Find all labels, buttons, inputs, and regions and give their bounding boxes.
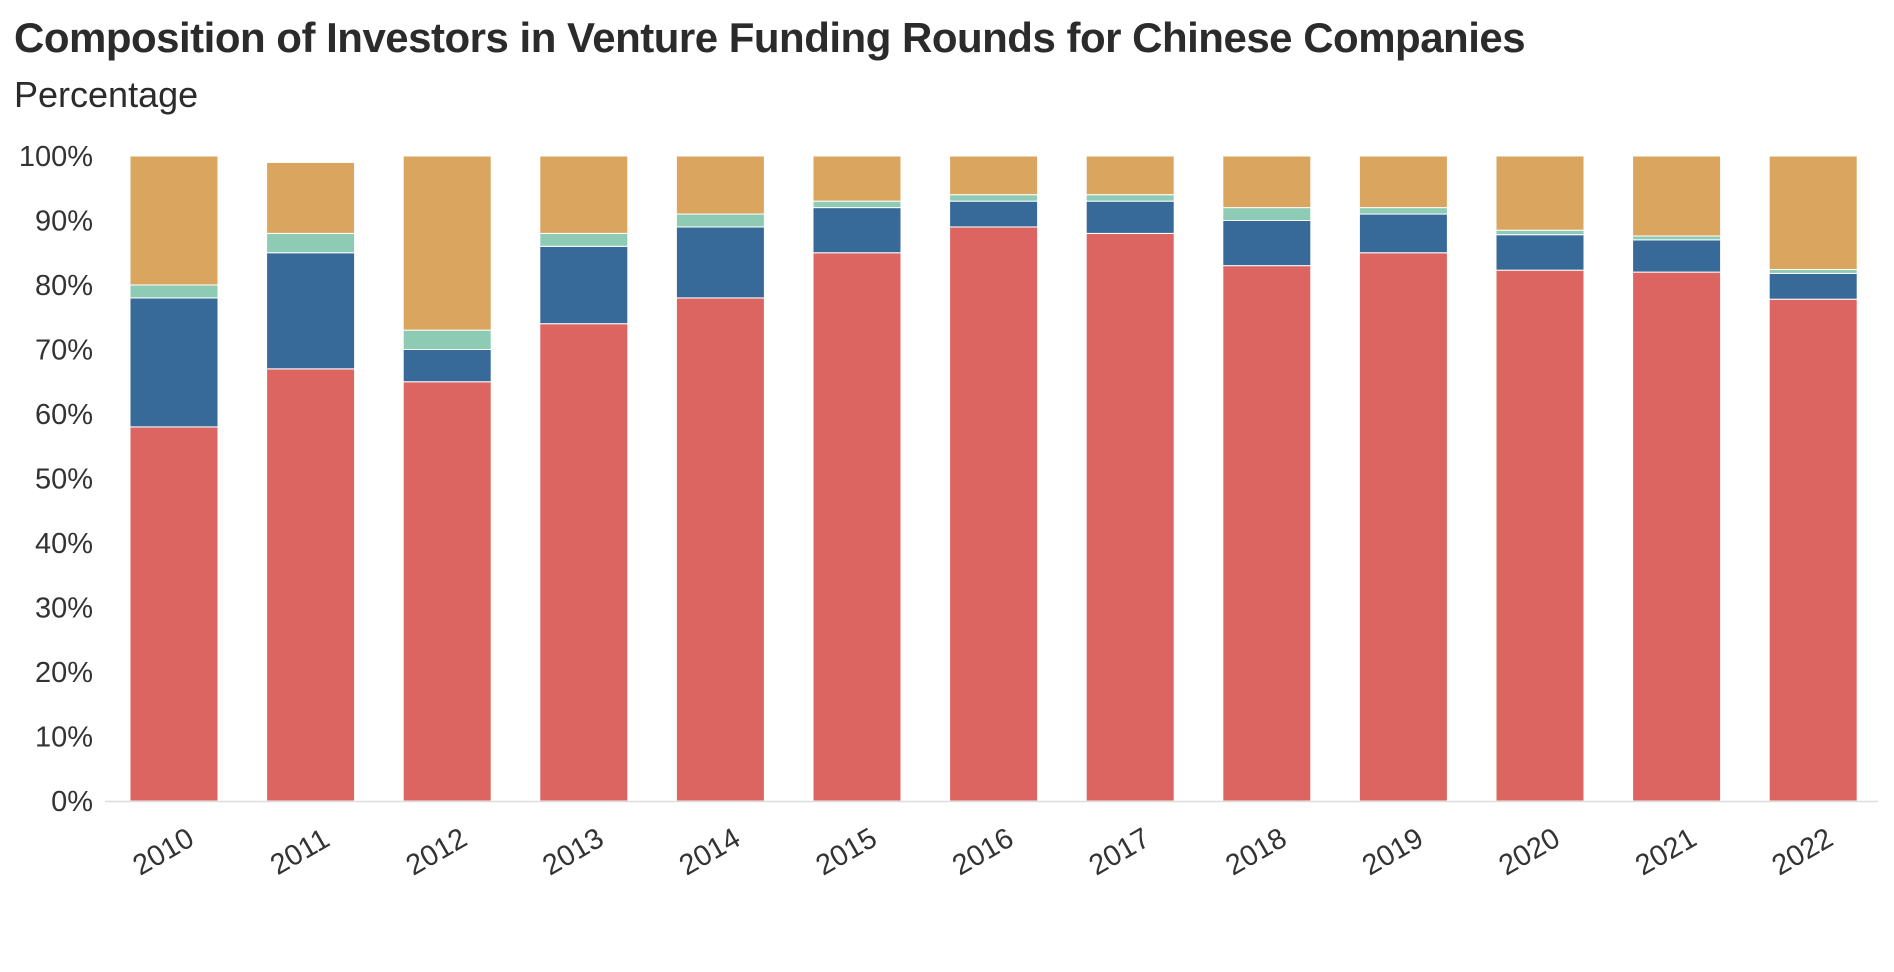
bar-segment-2013-2 [539, 232, 629, 247]
y-tick-label: 70% [35, 335, 93, 367]
bar-segment-2014-2 [675, 213, 765, 228]
x-tick-label: 2016 [947, 822, 1019, 882]
bar-segment-2020-0 [1495, 269, 1585, 802]
y-tick-label: 30% [35, 593, 93, 625]
x-tick-label: 2011 [265, 823, 335, 882]
bar-segment-2015-0 [812, 252, 902, 802]
bars-layer [129, 155, 1858, 802]
bar-segment-2015-1 [812, 207, 902, 254]
bar-segment-2022-2 [1768, 269, 1858, 274]
bar-segment-2018-2 [1222, 207, 1312, 222]
bar-segment-2016-2 [949, 194, 1039, 202]
y-tick-label: 50% [35, 464, 93, 496]
bar-segment-2017-3 [1085, 155, 1175, 196]
bar-segment-2011-3 [266, 161, 356, 234]
bar-segment-2021-3 [1632, 155, 1722, 237]
chart-title: Composition of Investors in Venture Fund… [14, 14, 1526, 61]
bar-segment-2011-1 [266, 252, 356, 370]
bar-segment-2022-1 [1768, 272, 1858, 300]
chart-subtitle: Percentage [14, 74, 199, 115]
bar-segment-2019-1 [1358, 213, 1448, 254]
y-tick-label: 90% [35, 206, 93, 238]
bar-segment-2012-3 [402, 155, 492, 331]
bar-segment-2020-1 [1495, 234, 1585, 271]
bar-segment-2014-1 [675, 226, 765, 299]
bar-segment-2010-1 [129, 297, 219, 428]
bar-segment-2021-0 [1632, 271, 1722, 802]
y-tick-label: 0% [51, 786, 93, 818]
bar-segment-2016-3 [949, 155, 1039, 196]
bar-segment-2015-3 [812, 155, 902, 202]
x-tick-label: 2020 [1494, 822, 1566, 882]
x-tick-label: 2021 [1630, 822, 1702, 882]
bar-segment-2017-1 [1085, 200, 1175, 234]
y-axis: 0% 10% 20% 30% 40% 50% 60% 70% 80% 90% 100% [19, 141, 93, 818]
bar-segment-2022-0 [1768, 298, 1858, 802]
y-tick-label: 100% [19, 141, 93, 173]
bar-segment-2022-3 [1768, 155, 1858, 271]
y-tick-label: 10% [35, 722, 93, 754]
bar-segment-2011-0 [266, 368, 356, 802]
bar-segment-2021-1 [1632, 239, 1722, 273]
y-tick-label: 60% [35, 399, 93, 431]
bar-segment-2017-2 [1085, 194, 1175, 202]
bar-segment-2020-2 [1495, 229, 1585, 236]
bar-segment-2014-3 [675, 155, 765, 215]
bar-segment-2016-0 [949, 226, 1039, 802]
bar-segment-2010-3 [129, 155, 219, 286]
x-tick-label: 2013 [537, 822, 609, 882]
bar-segment-2017-0 [1085, 232, 1175, 802]
x-axis: 2010 2011 2012 2013 2014 2015 2016 2017 2018 2019… [105, 800, 1878, 882]
bar-segment-2012-2 [402, 329, 492, 350]
bar-segment-2010-0 [129, 426, 219, 802]
x-tick-label: 2017 [1084, 822, 1156, 882]
bar-segment-2018-3 [1222, 155, 1312, 209]
x-tick-label: 2022 [1767, 822, 1839, 882]
bar-segment-2013-1 [539, 245, 629, 325]
bar-segment-2019-3 [1358, 155, 1448, 209]
x-tick-label: 2010 [128, 822, 200, 882]
x-tick-label: 2019 [1357, 822, 1429, 882]
bar-segment-2020-3 [1495, 155, 1585, 231]
x-tick-label: 2014 [674, 822, 746, 882]
y-tick-label: 80% [35, 270, 93, 302]
bar-segment-2019-0 [1358, 252, 1448, 802]
bar-segment-2019-2 [1358, 207, 1448, 215]
y-tick-label: 20% [35, 657, 93, 689]
bar-segment-2015-2 [812, 200, 902, 209]
bar-segment-2016-1 [949, 200, 1039, 228]
y-tick-label: 40% [35, 528, 93, 560]
bar-segment-2012-1 [402, 349, 492, 383]
x-tick-label: 2015 [811, 822, 883, 882]
bar-segment-2013-0 [539, 323, 629, 802]
bar-segment-2011-2 [266, 232, 356, 254]
bar-segment-2018-1 [1222, 220, 1312, 267]
x-tick-label: 2012 [401, 822, 473, 882]
x-tick-label: 2018 [1220, 822, 1292, 882]
bar-segment-2010-2 [129, 284, 219, 299]
bar-segment-2013-3 [539, 155, 629, 234]
bar-segment-2021-2 [1632, 235, 1722, 241]
bar-segment-2012-0 [402, 381, 492, 802]
bar-segment-2014-0 [675, 297, 765, 802]
bar-segment-2018-0 [1222, 265, 1312, 802]
